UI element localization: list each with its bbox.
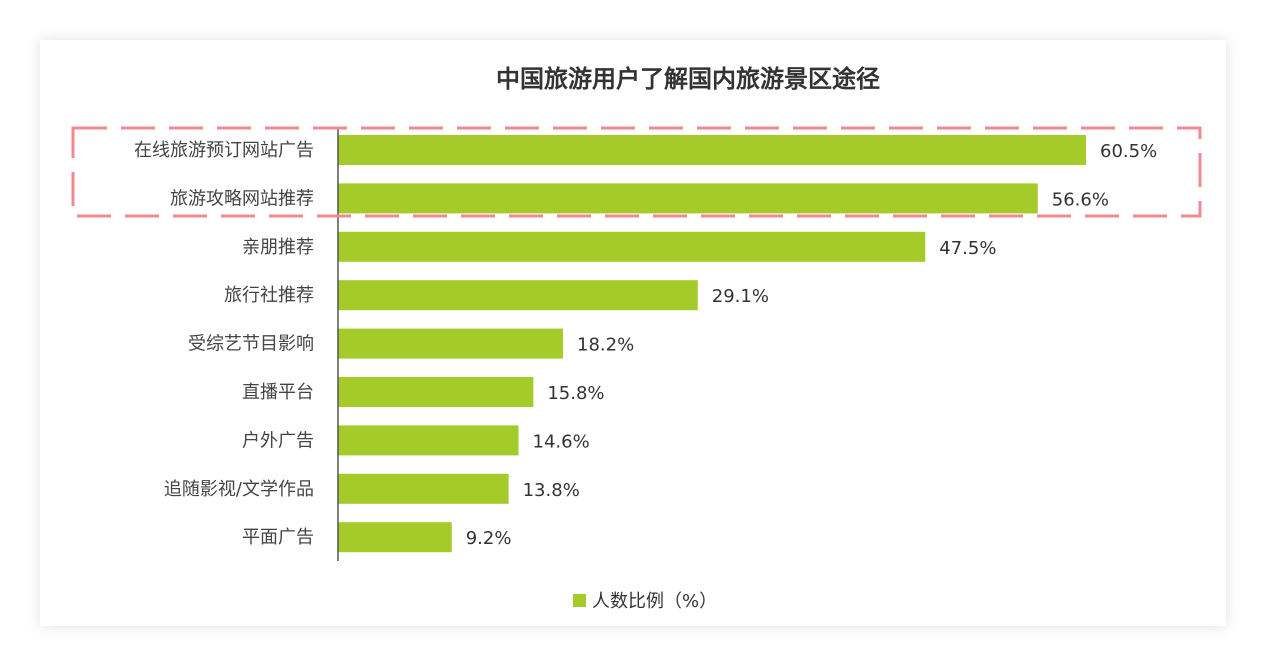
value-label: 47.5%: [939, 238, 996, 259]
chart-title: 中国旅游用户了解国内旅游景区途径: [496, 65, 880, 93]
bar: [338, 231, 926, 262]
bar: [338, 280, 698, 311]
legend-swatch: [573, 594, 586, 607]
bar: [338, 328, 564, 359]
category-label: 平面广告: [242, 527, 314, 548]
value-label: 14.6%: [533, 431, 590, 452]
category-label: 受综艺节目影响: [188, 334, 314, 355]
category-label: 直播平台: [242, 382, 314, 403]
category-label: 户外广告: [242, 430, 314, 451]
value-label: 29.1%: [712, 286, 769, 307]
bar: [338, 183, 1038, 214]
category-label: 追随影视/文学作品: [164, 479, 314, 500]
highlight-box: [71, 126, 1202, 218]
bar: [338, 473, 509, 504]
value-label: 56.6%: [1052, 189, 1109, 210]
legend-label: 人数比例（%）: [592, 591, 717, 612]
bar: [338, 377, 534, 407]
value-label: 9.2%: [466, 528, 512, 549]
category-label: 旅行社推荐: [224, 285, 314, 306]
value-label: 18.2%: [577, 335, 634, 356]
bar: [338, 522, 452, 553]
value-label: 15.8%: [547, 383, 604, 404]
category-label: 在线旅游预订网站广告: [134, 140, 314, 161]
bar: [338, 135, 1086, 165]
value-label: 60.5%: [1100, 141, 1157, 162]
value-label: 13.8%: [523, 480, 580, 501]
bar: [338, 425, 519, 456]
category-label: 亲朋推荐: [242, 237, 314, 258]
category-label: 旅游攻略网站推荐: [170, 188, 314, 209]
